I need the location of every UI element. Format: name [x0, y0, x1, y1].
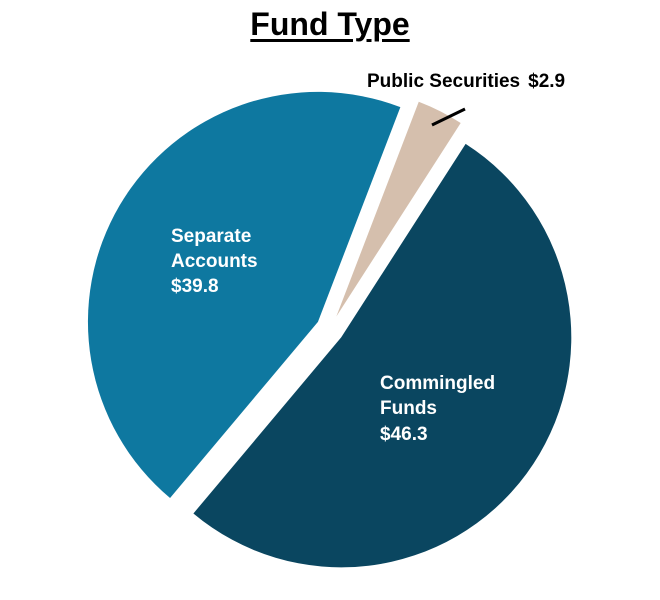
label-separate-accounts: Separate Accounts $39.8 [171, 226, 263, 297]
slice-commingled-funds [193, 143, 572, 568]
label-commingled-funds-line1: Commingled [380, 373, 495, 394]
slice-public-securities [336, 101, 461, 317]
leader-line-public-securities [431, 107, 466, 127]
label-separate-accounts-line1: Separate [171, 226, 251, 247]
label-separate-accounts-value: $39.8 [171, 276, 219, 297]
label-commingled-funds-line2: Funds [380, 398, 437, 419]
chart-title: Fund Type [250, 6, 410, 42]
label-separate-accounts-line2: Accounts [171, 251, 258, 272]
label-public-securities: Public Securities $2.9 [367, 71, 565, 92]
slice-separate-accounts [87, 91, 401, 499]
label-commingled-funds-value: $46.3 [380, 424, 428, 445]
label-commingled-funds: Commingled Funds $46.3 [380, 373, 500, 445]
